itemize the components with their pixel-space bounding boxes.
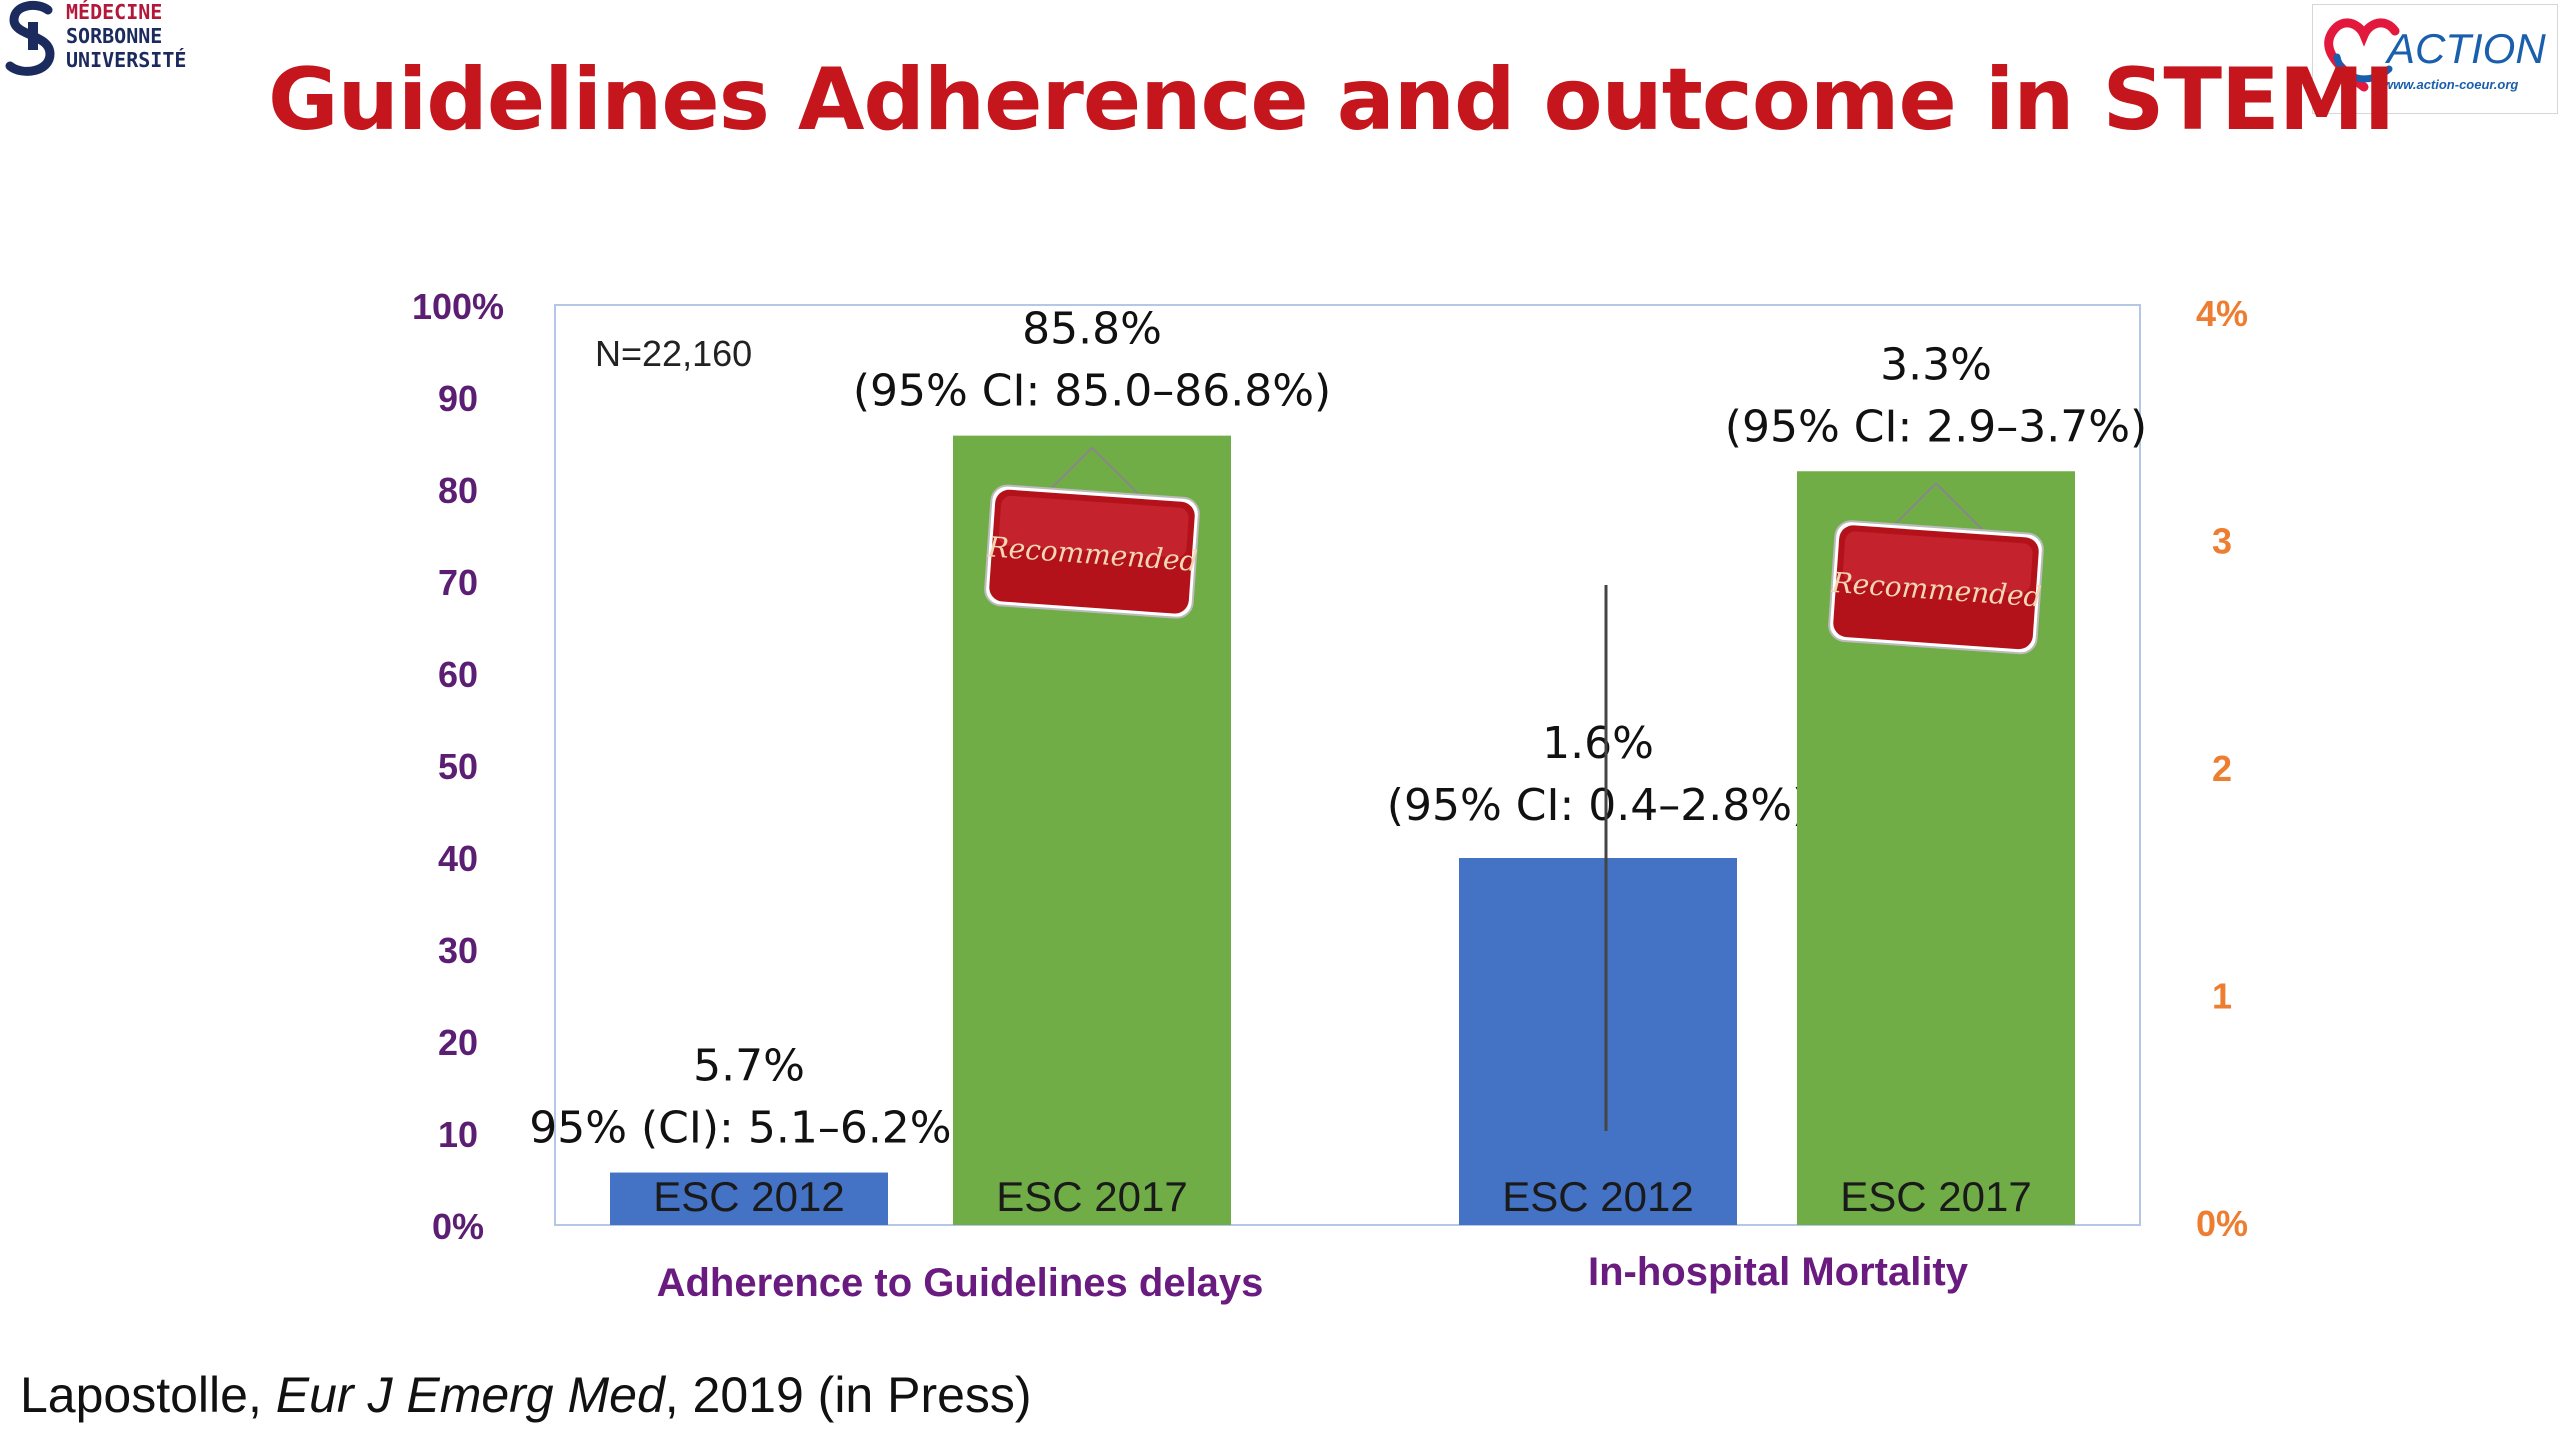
logo-line-2: SORBONNE [66,24,163,48]
recommended-sign-icon [1828,482,2044,655]
bar-value-label: 5.7% [693,1041,805,1092]
right-axis-tick-label: 1 [2212,976,2232,1017]
bar-chart: 0% 10 20 30 40 50 60 70 80 90 100% 0% 1 2 3 4% N=22,160 E… [412,286,2248,1305]
action-logo-url: www.action-coeur.org [2383,77,2519,92]
citation-rest: , 2019 (in Press) [664,1367,1032,1423]
left-axis-tick-label: 100% [412,286,504,327]
right-axis-tick-label: 3 [2212,521,2232,562]
citation-journal: Eur J Emerg Med [275,1367,665,1423]
left-axis-tick-label: 60 [438,654,478,695]
left-axis-tick-label: 90 [438,378,478,419]
left-axis-tick-label: 20 [438,1022,478,1063]
left-axis-tick-label: 70 [438,562,478,603]
bar-category-label: ESC 2012 [1502,1173,1693,1220]
right-axis-tick-label: 0% [2196,1203,2248,1244]
group-axis-label: Adherence to Guidelines delays [657,1261,1264,1305]
sorbonne-s-icon [5,0,55,76]
left-axis-tick-label: 40 [438,838,478,879]
bar-ci-label: (95% CI: 0.4–2.8%) [1387,780,1809,831]
left-axis-tick-label: 30 [438,930,478,971]
right-axis-tick-label: 2 [2212,748,2232,789]
logo-text: MÉDECINE SORBONNE UNIVERSITÉ [66,0,186,72]
medecine-sorbonne-logo: MÉDECINE SORBONNE UNIVERSITÉ [4,0,214,78]
right-axis-tick-label: 4% [2196,293,2248,334]
heart-logo-icon [2324,18,2400,92]
bar-ci-label: 95% (CI): 5.1–6.2%] [529,1103,969,1154]
bar-category-label: ESC 2012 [653,1173,844,1220]
sample-size-note: N=22,160 [595,333,752,374]
bar-value-label: 1.6% [1542,718,1654,769]
bar-value-label: 85.8% [1022,304,1162,355]
bar-mortality-esc-2012 [1459,858,1737,1225]
logo-line-3: UNIVERSITÉ [66,48,187,72]
logo-line-1: MÉDECINE [66,0,163,24]
citation-author: Lapostolle, [20,1367,276,1423]
bar-category-label: ESC 2017 [996,1173,1187,1220]
citation: Lapostolle, Eur J Emerg Med, 2019 (in Pr… [20,1366,1032,1424]
left-axis-tick-label: 0% [432,1206,484,1247]
group-axis-label: In-hospital Mortality [1588,1250,1969,1294]
left-axis-tick-label: 10 [438,1114,478,1155]
bar-category-label: ESC 2017 [1840,1173,2031,1220]
action-coeur-logo: ACTION www.action-coeur.org [2312,4,2558,114]
bar-ci-label: (95% CI: 2.9–3.7%) [1725,401,2147,452]
left-axis-tick-label: 50 [438,746,478,787]
plot-frame [554,304,2141,1226]
bar-value-label: 3.3% [1880,339,1992,390]
recommended-sign-icon [984,446,1200,619]
slide-title: Guidelines Adherence and outcome in STEM… [268,50,2395,150]
bar-adherence-esc-2012 [610,1172,888,1225]
bar-ci-label: (95% CI: 85.0–86.8%) [853,366,1331,417]
left-axis-tick-label: 80 [438,470,478,511]
action-logo-text: ACTION [2387,25,2546,72]
